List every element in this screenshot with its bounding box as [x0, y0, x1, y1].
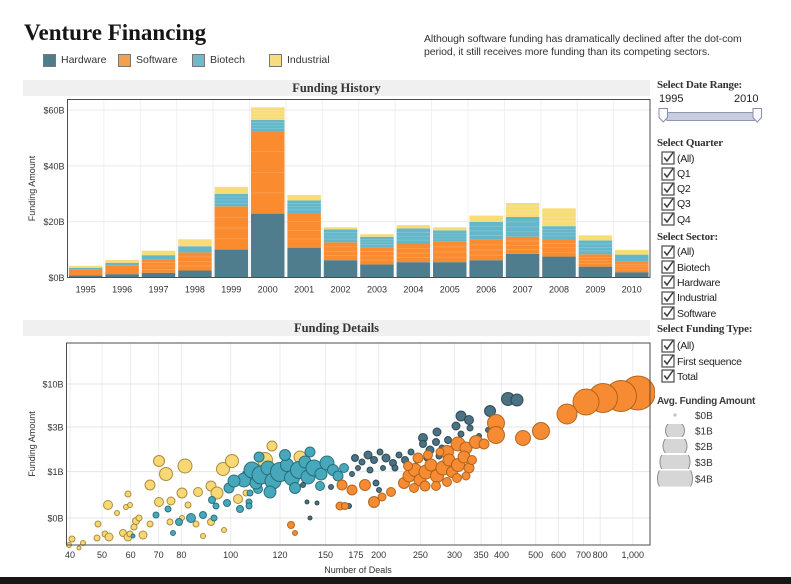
- svg-text:Number of Deals: Number of Deals: [324, 565, 392, 575]
- svg-text:Funding Amount: Funding Amount: [27, 155, 37, 221]
- svg-text:200: 200: [371, 550, 386, 560]
- svg-text:500: 500: [528, 550, 543, 560]
- svg-text:1997: 1997: [148, 285, 168, 295]
- svg-text:800: 800: [593, 550, 608, 560]
- svg-text:1996: 1996: [112, 285, 132, 295]
- svg-text:2009: 2009: [585, 285, 605, 295]
- svg-text:$4B: $4B: [695, 475, 713, 486]
- svg-text:350: 350: [474, 550, 489, 560]
- svg-text:2002: 2002: [330, 285, 350, 295]
- svg-text:60: 60: [126, 550, 136, 560]
- svg-text:40: 40: [65, 550, 75, 560]
- svg-text:600: 600: [551, 550, 566, 560]
- svg-text:$2B: $2B: [695, 442, 713, 453]
- svg-text:1999: 1999: [221, 285, 241, 295]
- svg-text:Funding Amount: Funding Amount: [27, 411, 37, 477]
- svg-text:2000: 2000: [258, 285, 278, 295]
- svg-text:$40B: $40B: [43, 161, 64, 171]
- svg-text:175: 175: [348, 550, 363, 560]
- svg-text:150: 150: [318, 550, 333, 560]
- svg-text:2008: 2008: [549, 285, 569, 295]
- svg-text:$0B: $0B: [695, 411, 713, 422]
- svg-text:400: 400: [494, 550, 509, 560]
- svg-text:2004: 2004: [403, 285, 423, 295]
- svg-text:$0B: $0B: [47, 514, 63, 524]
- svg-text:Funding Details: Funding Details: [294, 321, 379, 335]
- svg-text:1998: 1998: [185, 285, 205, 295]
- svg-text:2001: 2001: [294, 285, 314, 295]
- svg-text:$10B: $10B: [42, 380, 63, 390]
- svg-text:2006: 2006: [476, 285, 496, 295]
- svg-text:300: 300: [447, 550, 462, 560]
- svg-text:Funding History: Funding History: [292, 81, 381, 95]
- svg-text:$0B: $0B: [48, 273, 64, 283]
- svg-text:1995: 1995: [76, 285, 96, 295]
- svg-text:$60B: $60B: [43, 106, 64, 116]
- svg-text:70: 70: [154, 550, 164, 560]
- svg-text:$20B: $20B: [43, 217, 64, 227]
- svg-text:100: 100: [223, 550, 238, 560]
- svg-text:120: 120: [272, 550, 287, 560]
- svg-text:250: 250: [413, 550, 428, 560]
- svg-text:2005: 2005: [440, 285, 460, 295]
- svg-text:50: 50: [97, 550, 107, 560]
- svg-text:$1B: $1B: [47, 467, 63, 477]
- svg-text:2010: 2010: [622, 285, 642, 295]
- svg-text:2003: 2003: [367, 285, 387, 295]
- svg-text:700: 700: [576, 550, 591, 560]
- svg-text:$1B: $1B: [695, 427, 713, 438]
- svg-text:2007: 2007: [513, 285, 533, 295]
- svg-text:80: 80: [176, 550, 186, 560]
- svg-text:$3B: $3B: [47, 423, 63, 433]
- svg-text:$3B: $3B: [695, 458, 713, 469]
- svg-text:1,000: 1,000: [622, 550, 645, 560]
